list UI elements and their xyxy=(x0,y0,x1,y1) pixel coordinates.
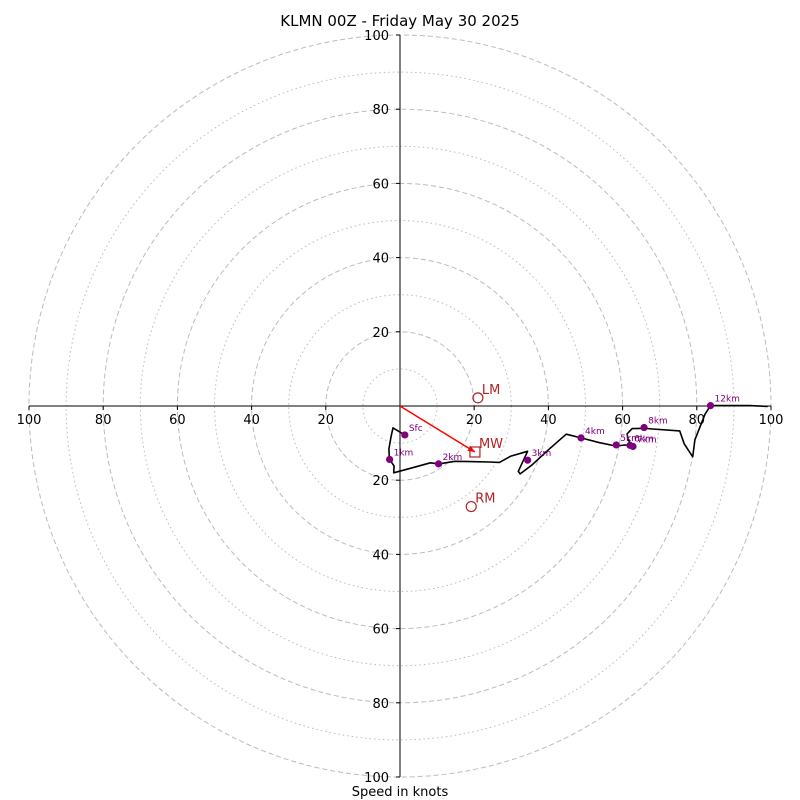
chart-title: KLMN 00Z - Friday May 30 2025 xyxy=(280,12,519,30)
tick-label: 60 xyxy=(372,177,389,192)
tick-label: 20 xyxy=(372,474,389,489)
tick-label: 20 xyxy=(372,326,389,341)
tick-label: 100 xyxy=(759,413,784,428)
height-point-2km xyxy=(434,460,443,468)
height-point-3km xyxy=(524,456,532,464)
height-point-8km xyxy=(640,423,648,432)
shear-vector-line xyxy=(399,405,476,453)
tick-label: 40 xyxy=(372,548,389,563)
tick-label: 40 xyxy=(372,252,389,267)
height-label-2km: 2km xyxy=(443,453,463,463)
height-label-1km: 1km xyxy=(394,448,414,458)
tick-label: 100 xyxy=(364,29,389,44)
height-point-12km xyxy=(706,402,715,410)
tick-label: 80 xyxy=(372,697,389,712)
tick-label: 80 xyxy=(95,413,112,428)
tick-label: 80 xyxy=(372,103,389,118)
height-point-5km xyxy=(612,441,620,449)
tick-label: 20 xyxy=(466,413,483,428)
storm-label-mw: MW xyxy=(479,437,503,452)
tick-label: 40 xyxy=(540,413,557,428)
hodograph-trace xyxy=(388,404,768,475)
shear-vector-arrowhead xyxy=(467,445,475,453)
height-label-6km: 6km xyxy=(634,434,654,444)
height-label-3km: 3km xyxy=(532,449,552,459)
tick-labels: 100 80 60 40 20 20 40 60 80 100 20 40 60 80 100 20 40 60 8… xyxy=(17,29,784,786)
storm-motion-markers: LM MW RM xyxy=(465,383,503,513)
x-axis-label: Speed in knots xyxy=(352,785,449,800)
storm-marker-rm xyxy=(465,500,477,513)
height-point-4km xyxy=(577,434,585,442)
tick-label: 40 xyxy=(243,413,260,428)
storm-label-lm: LM xyxy=(482,383,500,398)
tick-label: 100 xyxy=(364,771,389,786)
hodograph-trace-group xyxy=(388,404,768,475)
tick-label: 60 xyxy=(372,623,389,638)
height-point-sfc xyxy=(401,431,409,439)
tick-label: 100 xyxy=(17,413,42,428)
shear-vector-group xyxy=(399,405,476,453)
tick-label: 20 xyxy=(318,413,335,428)
tick-label: 60 xyxy=(614,413,631,428)
height-label-sfc: Sfc xyxy=(409,424,423,434)
height-point-1km xyxy=(386,455,394,464)
storm-label-rm: RM xyxy=(475,492,495,507)
height-label-12km: 12km xyxy=(715,395,740,405)
height-point-7km xyxy=(629,442,637,451)
height-label-5km: 5km xyxy=(620,434,640,444)
tick-label: 60 xyxy=(169,413,186,428)
height-label-8km: 8km xyxy=(648,417,668,427)
height-label-7km: 7km xyxy=(637,435,657,445)
storm-marker-lm xyxy=(472,392,484,404)
storm-marker-mw xyxy=(469,446,481,458)
height-label-4km: 4km xyxy=(585,427,605,437)
